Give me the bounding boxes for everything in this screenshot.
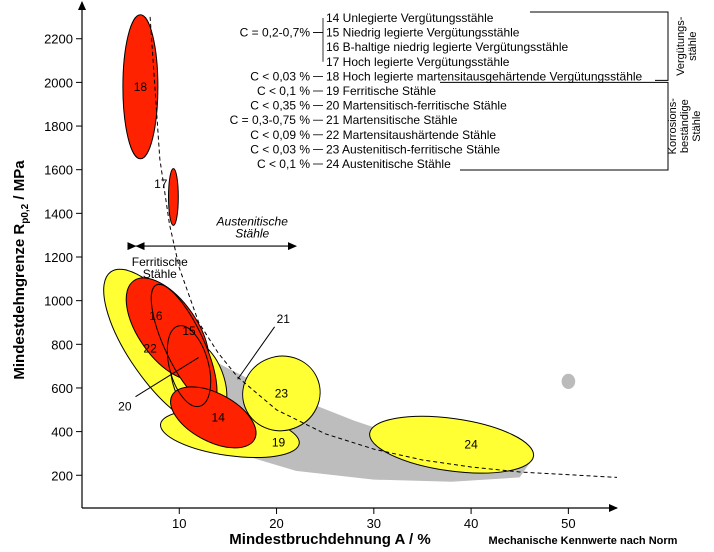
x-tick-label: 40 bbox=[464, 516, 478, 531]
range-arrow-start bbox=[135, 242, 145, 251]
x-tick-label: 20 bbox=[269, 516, 283, 531]
x-tick-label: 10 bbox=[172, 516, 186, 531]
norm-curve-layer bbox=[149, 16, 618, 478]
legend-carbon: C < 0,1 % bbox=[257, 157, 310, 171]
legend-entry: 21 Martensitische Stähle bbox=[326, 113, 458, 127]
region-14 bbox=[170, 386, 257, 449]
legend-entry: 20 Martensitisch-ferritische Stähle bbox=[326, 99, 507, 113]
legend-carbon: C < 0,35 % bbox=[250, 99, 310, 113]
region-label-17: 17 bbox=[154, 177, 168, 191]
x-tick-label: 50 bbox=[561, 516, 575, 531]
callout-line-20 bbox=[135, 356, 199, 398]
y-axis-title: Mindestdehngrenze Rp0,2 / MPa bbox=[11, 160, 31, 380]
region-label-14: 14 bbox=[212, 410, 226, 424]
y-tick-label: 2000 bbox=[44, 75, 73, 90]
y-tick-label: 1400 bbox=[44, 206, 73, 221]
group-bracket-verguetung bbox=[530, 11, 669, 81]
legend-carbon: C < 0,1 % bbox=[257, 84, 310, 98]
x-tick-label: 30 bbox=[367, 516, 381, 531]
callout-line-21 bbox=[237, 326, 276, 380]
region-labels-layer: 221923241817161514AustenitischeStähleFer… bbox=[118, 80, 478, 452]
y-tick-label: 200 bbox=[51, 468, 73, 483]
legend-entry: 24 Austenitische Stähle bbox=[326, 157, 451, 171]
group-label-korrosion: Korrosions-beständigeStähle bbox=[667, 98, 703, 155]
legend-carbon: C < 0,03 % bbox=[250, 142, 310, 156]
legend-carbon: C < 0,09 % bbox=[250, 128, 310, 142]
region-23 bbox=[242, 355, 321, 432]
austenitic-range-label: Austenitische bbox=[216, 215, 289, 229]
legend-entry: 18 Hoch legierte martensitausgehärtende … bbox=[326, 69, 643, 83]
regions-layer bbox=[103, 14, 576, 474]
y-tick-label: 800 bbox=[51, 337, 73, 352]
group-label-verguetung: Vergütungs-stähle bbox=[675, 16, 699, 76]
region-24 bbox=[369, 415, 535, 474]
y-tick-label: 1600 bbox=[44, 163, 73, 178]
region-label-16: 16 bbox=[149, 309, 163, 323]
y-tick-label: 600 bbox=[51, 381, 73, 396]
y-tick-label: 400 bbox=[51, 425, 73, 440]
y-axis-title-unit: / MPa bbox=[11, 160, 28, 204]
y-tick-label: 2200 bbox=[44, 32, 73, 47]
austenitic-range-label: Stähle bbox=[235, 227, 269, 241]
legend-carbon: C = 0,3-0,75 % bbox=[230, 113, 311, 127]
grey-marker bbox=[561, 373, 576, 389]
region-label-19: 19 bbox=[272, 436, 286, 450]
y-tick-label: 1200 bbox=[44, 250, 73, 265]
y-tick-label: 1000 bbox=[44, 294, 73, 309]
legend-entry: 15 Niedrig legierte Vergütungsstähle bbox=[326, 26, 520, 40]
region-17 bbox=[168, 168, 179, 226]
legend-entry: 17 Hoch legierte Vergütungsstähle bbox=[326, 55, 510, 69]
legend-carbon: C < 0,03 % bbox=[250, 69, 310, 83]
region-label-23: 23 bbox=[275, 386, 289, 400]
legend-entry: 19 Ferritische Stähle bbox=[326, 84, 436, 98]
region-label-15: 15 bbox=[182, 324, 196, 338]
region-18 bbox=[122, 14, 159, 160]
x-axis-title: Mindestbruchdehnung A / % bbox=[229, 531, 430, 548]
region-label-21: 21 bbox=[277, 312, 291, 326]
legend-entry: 22 Martensitaushärtende Stähle bbox=[326, 128, 496, 142]
ferritic-range-label: Ferritische bbox=[132, 255, 188, 269]
region-label-22: 22 bbox=[143, 342, 157, 356]
y-axis-title-subscript: p0,2 bbox=[20, 203, 31, 223]
norm-note: Mechanische Kennwerte nach Norm bbox=[489, 535, 678, 547]
legend-entry: 23 Austenitisch-ferritische Stähle bbox=[326, 142, 500, 156]
region-21 bbox=[166, 325, 212, 408]
legend-entry: 16 B-haltige niedrig legierte Vergütungs… bbox=[326, 40, 568, 54]
region-label-18: 18 bbox=[134, 80, 148, 94]
group-bracket-korrosion bbox=[440, 81, 669, 171]
legend-entry: 14 Unlegierte Vergütungsstähle bbox=[326, 11, 494, 25]
axes-layer: 10 20 30 40 50 200 400 600 800 1000 1200 1400 1600 18… bbox=[44, 1, 618, 531]
region-label-20: 20 bbox=[118, 400, 132, 414]
region-label-24: 24 bbox=[464, 438, 478, 452]
legend-carbon: C = 0,2-0,7% bbox=[240, 26, 311, 40]
norm-curve bbox=[149, 16, 618, 478]
ferritic-range-label: Stähle bbox=[143, 267, 177, 281]
y-tick-label: 1800 bbox=[44, 119, 73, 134]
